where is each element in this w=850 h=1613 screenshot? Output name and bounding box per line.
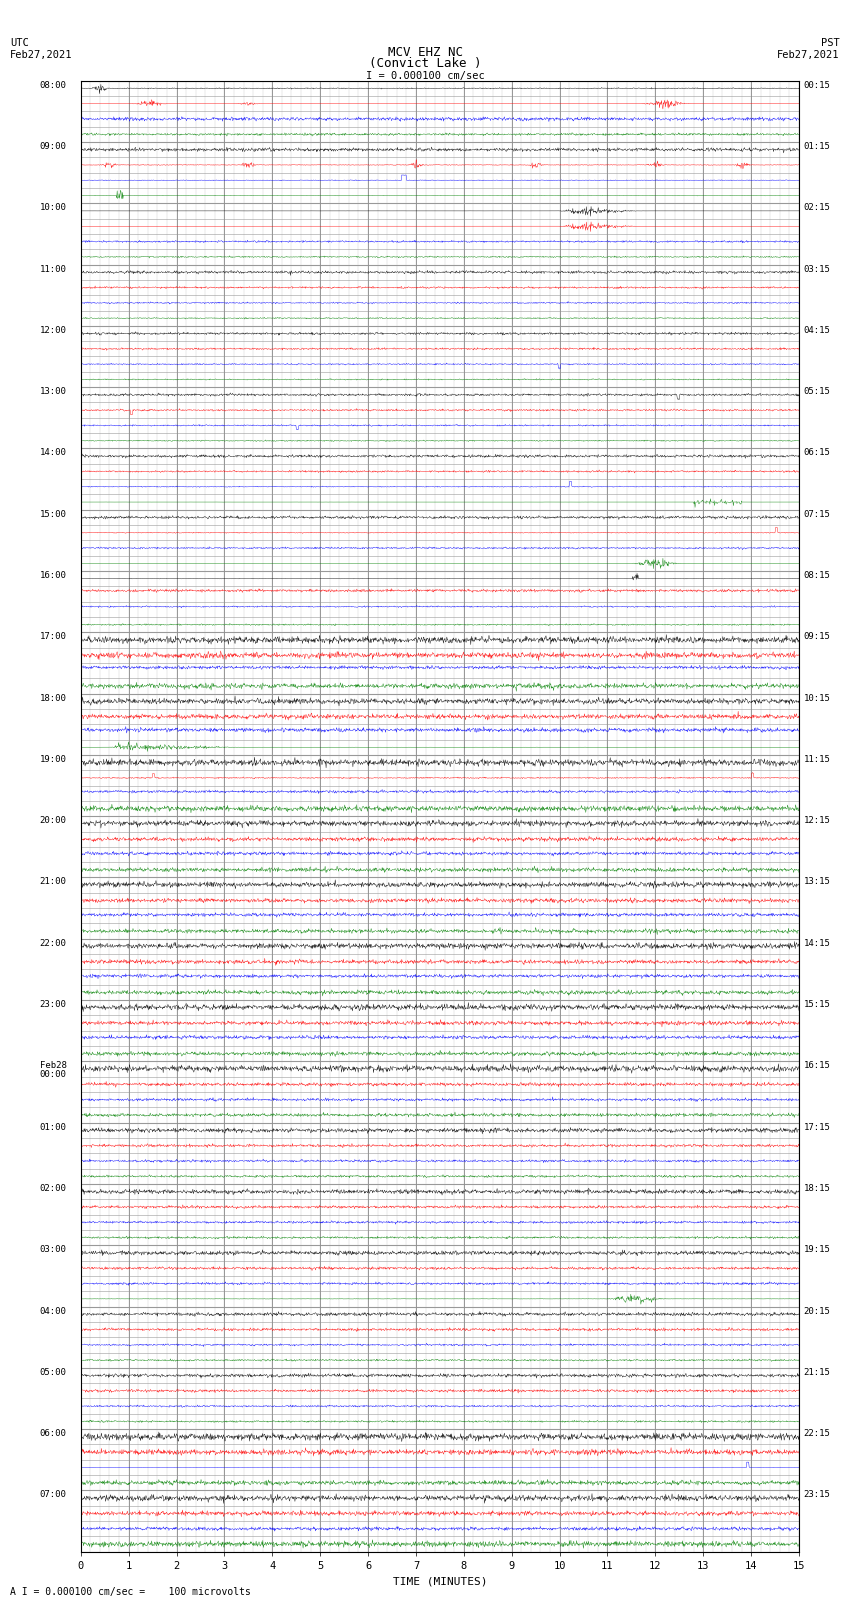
Text: 22:00: 22:00 (39, 939, 66, 948)
Text: 13:15: 13:15 (804, 877, 830, 887)
Text: 14:00: 14:00 (39, 448, 66, 458)
Text: 01:00: 01:00 (39, 1123, 66, 1132)
Text: 23:00: 23:00 (39, 1000, 66, 1010)
Text: 08:15: 08:15 (804, 571, 830, 581)
Text: 11:15: 11:15 (804, 755, 830, 765)
Text: (Convict Lake ): (Convict Lake ) (369, 56, 481, 71)
Text: 00:15: 00:15 (804, 81, 830, 90)
Text: 13:00: 13:00 (39, 387, 66, 397)
Text: PST: PST (821, 39, 840, 48)
Text: 02:15: 02:15 (804, 203, 830, 213)
Text: 18:15: 18:15 (804, 1184, 830, 1194)
Text: 14:15: 14:15 (804, 939, 830, 948)
Text: 20:00: 20:00 (39, 816, 66, 826)
Text: 03:00: 03:00 (39, 1245, 66, 1255)
Text: 21:00: 21:00 (39, 877, 66, 887)
Text: 19:00: 19:00 (39, 755, 66, 765)
Text: 03:15: 03:15 (804, 265, 830, 274)
Text: Feb28
00:00: Feb28 00:00 (39, 1061, 66, 1079)
Text: 07:00: 07:00 (39, 1490, 66, 1500)
Text: 09:00: 09:00 (39, 142, 66, 152)
Text: 23:15: 23:15 (804, 1490, 830, 1500)
Text: 01:15: 01:15 (804, 142, 830, 152)
Text: 15:15: 15:15 (804, 1000, 830, 1010)
Text: 09:15: 09:15 (804, 632, 830, 642)
Text: 22:15: 22:15 (804, 1429, 830, 1439)
Text: 10:00: 10:00 (39, 203, 66, 213)
Text: 12:15: 12:15 (804, 816, 830, 826)
Text: MCV EHZ NC: MCV EHZ NC (388, 45, 462, 58)
Text: 20:15: 20:15 (804, 1307, 830, 1316)
Text: UTC: UTC (10, 39, 29, 48)
Text: 11:00: 11:00 (39, 265, 66, 274)
Text: I = 0.000100 cm/sec: I = 0.000100 cm/sec (366, 71, 484, 82)
Text: 19:15: 19:15 (804, 1245, 830, 1255)
Text: Feb27,2021: Feb27,2021 (10, 50, 73, 60)
Text: 17:15: 17:15 (804, 1123, 830, 1132)
Text: Feb27,2021: Feb27,2021 (777, 50, 840, 60)
Text: 08:00: 08:00 (39, 81, 66, 90)
Text: A I = 0.000100 cm/sec =    100 microvolts: A I = 0.000100 cm/sec = 100 microvolts (10, 1587, 251, 1597)
Text: 21:15: 21:15 (804, 1368, 830, 1378)
Text: 05:00: 05:00 (39, 1368, 66, 1378)
Text: 18:00: 18:00 (39, 694, 66, 703)
Text: 04:00: 04:00 (39, 1307, 66, 1316)
Text: 17:00: 17:00 (39, 632, 66, 642)
Text: 12:00: 12:00 (39, 326, 66, 336)
X-axis label: TIME (MINUTES): TIME (MINUTES) (393, 1576, 487, 1586)
Text: 06:15: 06:15 (804, 448, 830, 458)
Text: 07:15: 07:15 (804, 510, 830, 519)
Text: 16:00: 16:00 (39, 571, 66, 581)
Text: 06:00: 06:00 (39, 1429, 66, 1439)
Text: 16:15: 16:15 (804, 1061, 830, 1071)
Text: 10:15: 10:15 (804, 694, 830, 703)
Text: 05:15: 05:15 (804, 387, 830, 397)
Text: 02:00: 02:00 (39, 1184, 66, 1194)
Text: 04:15: 04:15 (804, 326, 830, 336)
Text: 15:00: 15:00 (39, 510, 66, 519)
